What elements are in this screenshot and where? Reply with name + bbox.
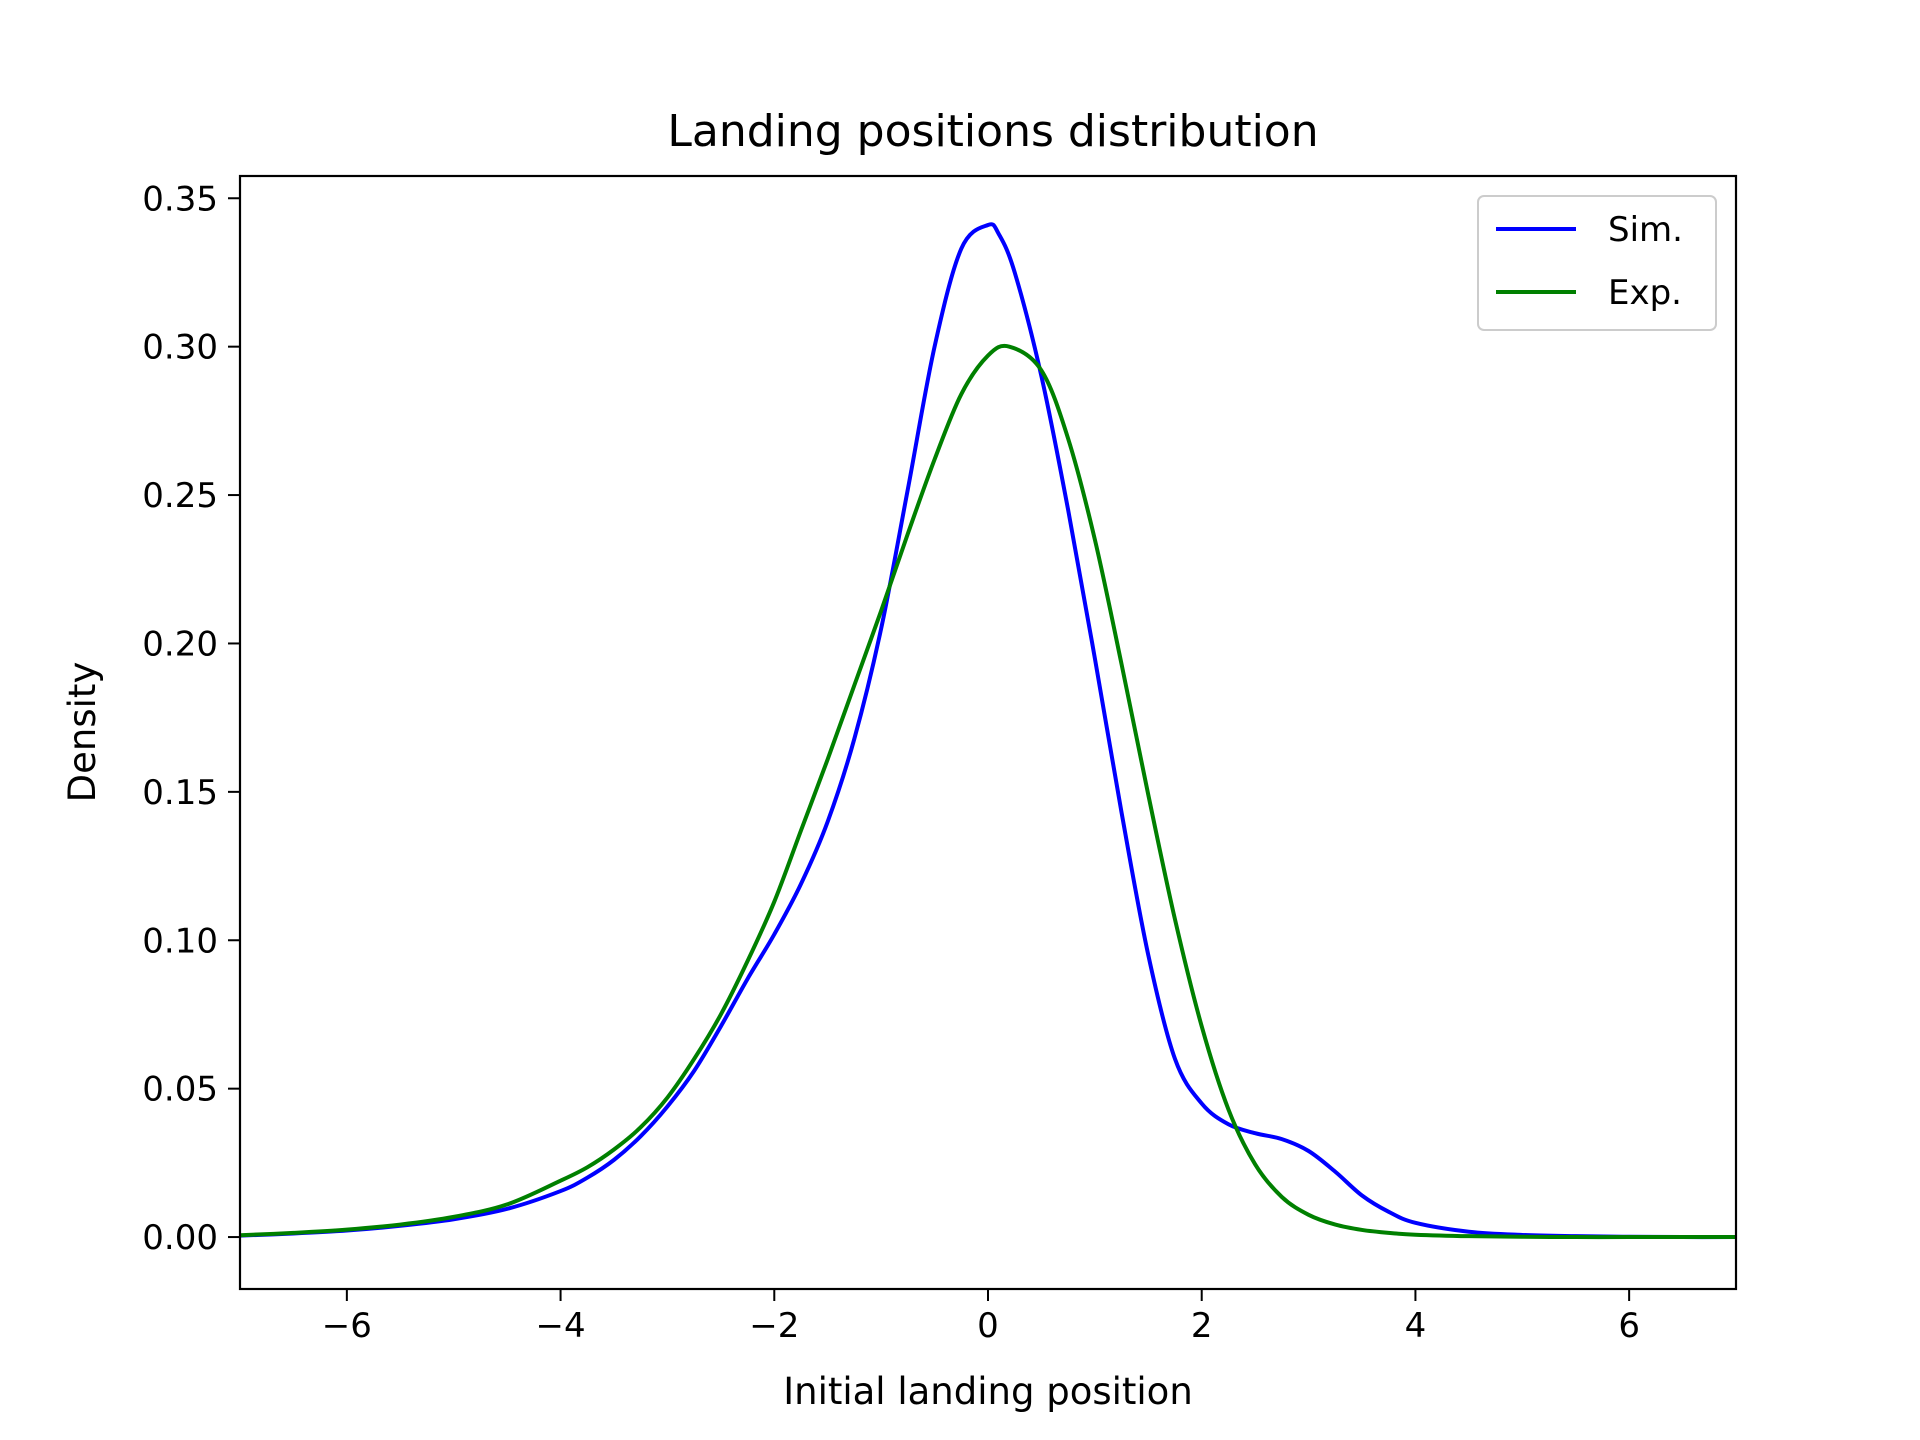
y-tick-label: 0.10 <box>142 921 218 961</box>
series-line-sim <box>239 222 1737 1240</box>
series-line-exp <box>239 343 1736 1240</box>
legend: Sim. Exp. <box>1477 195 1717 331</box>
x-tick-label: −4 <box>536 1306 586 1346</box>
y-tick-label: 0.25 <box>142 476 218 516</box>
chart-title: Landing positions distribution <box>667 106 1318 157</box>
x-axis-label: Initial landing position <box>783 1370 1193 1413</box>
y-tick-label: 0.05 <box>142 1070 218 1110</box>
y-axis: 0.00 0.05 0.10 0.15 0.20 0.25 0.30 0.35 <box>142 179 240 1258</box>
x-axis: −6 −4 −2 0 2 4 6 <box>322 1289 1640 1346</box>
series-layer <box>239 222 1737 1240</box>
x-tick-label: 4 <box>1405 1306 1427 1346</box>
y-axis-label: Density <box>61 662 104 803</box>
x-tick-label: 6 <box>1618 1306 1640 1346</box>
y-tick-label: 0.35 <box>142 179 218 219</box>
y-tick-label: 0.00 <box>142 1218 218 1258</box>
legend-label: Exp. <box>1608 273 1682 313</box>
x-tick-label: −2 <box>749 1306 799 1346</box>
x-tick-label: 2 <box>1191 1306 1213 1346</box>
y-tick-label: 0.20 <box>142 624 218 664</box>
legend-label: Sim. <box>1608 210 1683 250</box>
x-tick-label: −6 <box>322 1306 372 1346</box>
y-tick-label: 0.15 <box>142 773 218 813</box>
y-tick-label: 0.30 <box>142 328 218 368</box>
x-tick-label: 0 <box>977 1306 999 1346</box>
